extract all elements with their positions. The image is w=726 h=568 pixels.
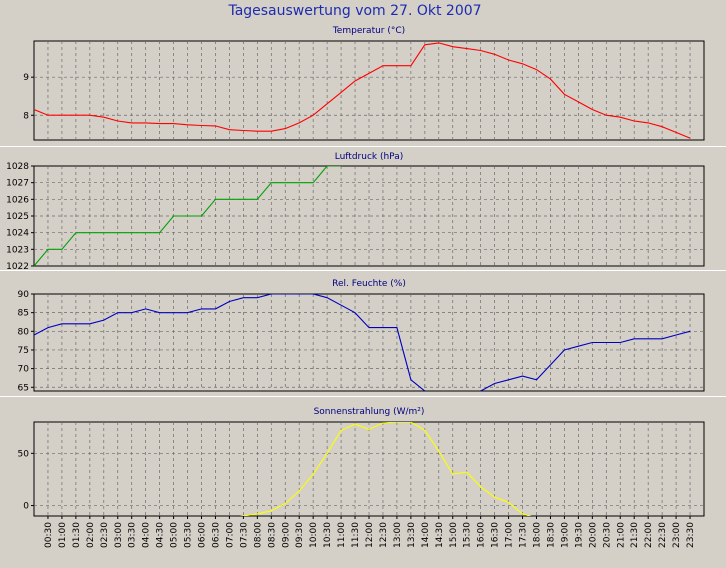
x-tick-label: 17:30 [519,522,529,548]
series-line [34,42,691,139]
y-tick-label: 1028 [6,162,29,172]
y-tick-label: 1023 [6,245,29,255]
x-tick-label: 16:00 [477,522,487,548]
y-tick-label: 50 [18,449,30,459]
y-tick-label: 8 [23,111,29,121]
x-tick-label: 03:00 [114,522,124,548]
x-tick-label: 23:00 [672,522,682,548]
x-tick-label: 21:30 [630,522,640,548]
x-tick-label: 03:30 [128,522,138,548]
x-tick-label: 01:00 [58,522,68,548]
chart-panel: Luftdruck (hPa) 1022 1023 1024 1025 1026 1027 1… [6,152,705,272]
x-tick-label: 09:30 [295,522,305,548]
x-tick-label: 11:00 [337,522,347,548]
x-tick-label: 13:30 [407,522,417,548]
chart-panel: Rel. Feuchte (%) 65 70 75 80 85 90 [18,279,705,393]
x-tick-label: 06:00 [198,522,208,548]
x-tick-label: 04:00 [142,522,152,548]
x-tick-label: 10:30 [323,522,333,548]
y-tick-label: 80 [18,327,30,337]
chart-panel: Sonnenstrahlung (W/m²) 0 50 [18,407,705,517]
x-tick-label: 04:30 [156,522,166,548]
chart-title: Luftdruck (hPa) [335,152,404,162]
series-line [34,294,691,391]
x-tick-label: 08:30 [267,522,277,548]
x-tick-label: 22:00 [644,522,654,548]
x-tick-label: 13:00 [393,522,403,548]
y-tick-label: 70 [18,365,30,375]
y-tick-label: 1022 [6,262,29,272]
y-tick-label: 85 [18,309,29,319]
y-tick-label: 90 [18,290,30,300]
x-tick-label: 12:00 [365,522,375,548]
x-tick-label: 05:00 [170,522,180,548]
x-tick-label: 20:30 [602,522,612,548]
x-tick-label: 15:00 [449,522,459,548]
y-tick-label: 1027 [6,179,29,189]
x-tick-label: 12:30 [379,522,389,548]
x-tick-label: 02:30 [100,522,110,548]
x-tick-label: 07:00 [225,522,235,548]
x-tick-label: 14:30 [435,522,445,548]
y-tick-label: 75 [18,346,29,356]
x-tick-label: 00:30 [44,522,54,548]
series-line [239,422,532,516]
x-tick-label: 08:00 [253,522,263,548]
x-tick-label: 21:00 [616,522,626,548]
chart-title: Temperatur (°C) [332,26,405,36]
x-tick-label: 10:00 [309,522,319,548]
y-tick-label: 9 [23,73,29,83]
y-tick-label: 65 [18,383,29,393]
y-tick-label: 1026 [6,195,29,205]
x-tick-label: 02:00 [86,522,96,548]
x-tick-label: 05:30 [184,522,194,548]
x-tick-label: 06:30 [211,522,221,548]
y-tick-label: 0 [23,502,29,512]
x-tick-label: 20:00 [588,522,598,548]
y-tick-label: 1024 [6,229,29,239]
x-tick-label: 07:30 [239,522,249,548]
x-tick-label: 16:30 [491,522,501,548]
x-tick-label: 18:00 [533,522,543,548]
page-title: Tagesauswertung vom 27. Okt 2007 [227,3,481,19]
chart-title: Rel. Feuchte (%) [332,279,406,289]
x-tick-label: 17:00 [505,522,515,548]
x-tick-label: 19:30 [574,522,584,548]
chart-title: Sonnenstrahlung (W/m²) [314,407,425,417]
x-tick-label: 22:30 [658,522,668,548]
x-tick-label: 14:00 [421,522,431,548]
x-tick-label: 18:30 [546,522,556,548]
chart-panel: Temperatur (°C) 8 9 [23,26,705,141]
x-tick-label: 11:30 [351,522,361,548]
x-tick-label: 19:00 [560,522,570,548]
x-tick-label: 23:30 [686,522,696,548]
y-tick-label: 1025 [6,212,29,222]
x-tick-label: 01:30 [72,522,82,548]
series-line [34,166,342,266]
time-axis: 00:30 01:00 01:30 02:00 02:30 03:00 03:30 04:00… [44,516,696,548]
x-tick-label: 09:00 [281,522,291,548]
x-tick-label: 15:30 [463,522,473,548]
